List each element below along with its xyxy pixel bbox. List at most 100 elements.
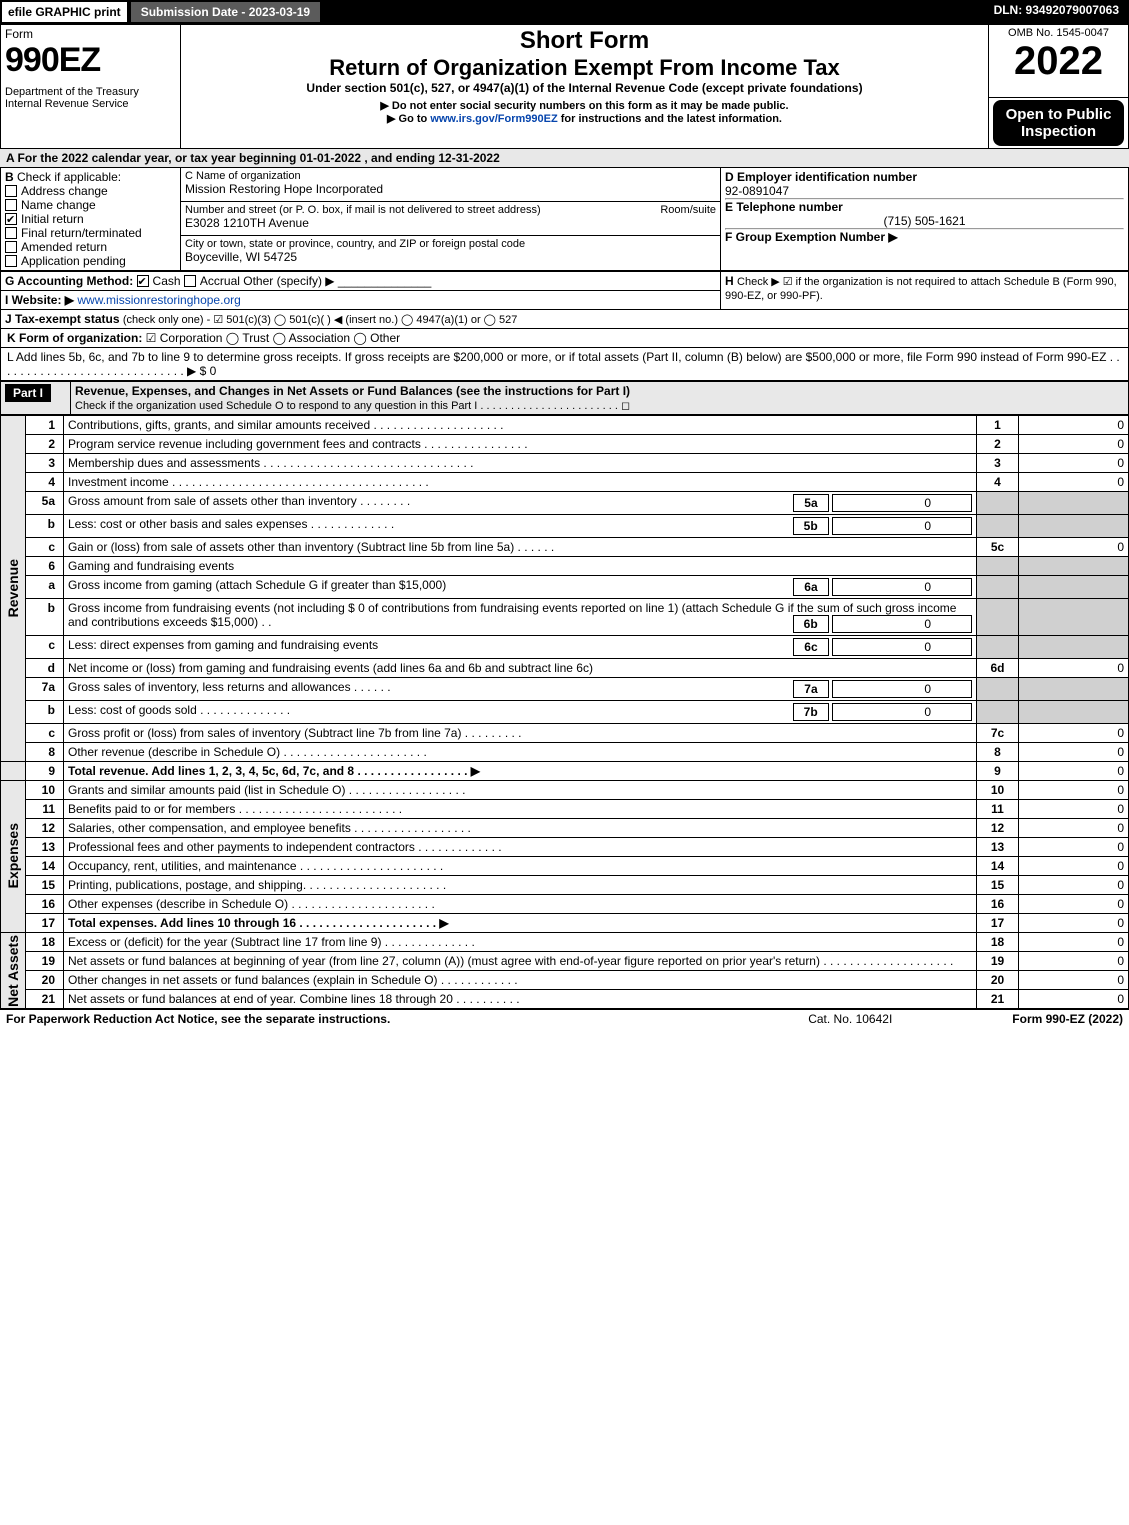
irs-link[interactable]: www.irs.gov/Form990EZ — [430, 113, 557, 125]
netassets-side-label: Net Assets — [5, 935, 21, 1007]
row-19-val: 0 — [1019, 951, 1129, 970]
note-ssn: ▶ Do not enter social security numbers o… — [185, 99, 984, 112]
row-5c-desc: Gain or (loss) from sale of assets other… — [64, 537, 977, 556]
row-6d-desc: Net income or (loss) from gaming and fun… — [64, 658, 977, 677]
row-10-desc: Grants and similar amounts paid (list in… — [64, 780, 977, 799]
row-12-num: 12 — [26, 818, 64, 837]
row-20-box: 20 — [977, 970, 1019, 989]
title-short-form: Short Form — [185, 27, 984, 55]
row-3-box: 3 — [977, 453, 1019, 472]
omb-label: OMB No. 1545-0047 — [993, 27, 1124, 39]
row-12-desc: Salaries, other compensation, and employ… — [64, 818, 977, 837]
row-5b-num: b — [26, 514, 64, 537]
row-6c-desc: Less: direct expenses from gaming and fu… — [68, 638, 378, 652]
row-6c-sub: 6c — [793, 638, 828, 656]
row-7a-sub: 7a — [793, 680, 828, 698]
row-10-box: 10 — [977, 780, 1019, 799]
row-1-num: 1 — [26, 415, 64, 434]
info-table: B Check if applicable: Address change Na… — [0, 167, 1129, 271]
row-11-desc: Benefits paid to or for members . . . . … — [64, 799, 977, 818]
revenue-side-label: Revenue — [5, 559, 21, 617]
org-name: Mission Restoring Hope Incorporated — [185, 182, 716, 196]
row-7b-subval: 0 — [832, 703, 972, 721]
top-bar: efile GRAPHIC print Submission Date - 20… — [0, 0, 1129, 24]
cell-grey — [977, 491, 1019, 514]
lbl-application-pending: Application pending — [21, 254, 126, 268]
row-14-val: 0 — [1019, 856, 1129, 875]
row-10-num: 10 — [26, 780, 64, 799]
row-17-num: 17 — [26, 913, 64, 932]
row-6a-subval: 0 — [832, 578, 972, 596]
row-5a-num: 5a — [26, 491, 64, 514]
chk-initial-return[interactable] — [5, 213, 17, 225]
row-19-box: 19 — [977, 951, 1019, 970]
row-13-val: 0 — [1019, 837, 1129, 856]
row-7c-val: 0 — [1019, 723, 1129, 742]
row-13-num: 13 — [26, 837, 64, 856]
row-13-box: 13 — [977, 837, 1019, 856]
part1-header: Part I Revenue, Expenses, and Changes in… — [0, 381, 1129, 415]
row-21-val: 0 — [1019, 990, 1129, 1009]
j-text: (check only one) - ☑ 501(c)(3) ◯ 501(c)(… — [123, 314, 518, 326]
row-7b-desc: Less: cost of goods sold . . . . . . . .… — [68, 703, 290, 717]
row-15-num: 15 — [26, 875, 64, 894]
row-7c-desc: Gross profit or (loss) from sales of inv… — [64, 723, 977, 742]
row-7a-subval: 0 — [832, 680, 972, 698]
chk-accrual[interactable] — [184, 275, 196, 287]
row-15-box: 15 — [977, 875, 1019, 894]
h-label: H — [725, 274, 734, 288]
efile-label[interactable]: efile GRAPHIC print — [0, 0, 129, 24]
row-16-box: 16 — [977, 894, 1019, 913]
chk-name-change[interactable] — [5, 199, 17, 211]
row-8-val: 0 — [1019, 742, 1129, 761]
section-a: A For the 2022 calendar year, or tax yea… — [0, 149, 1129, 167]
row-6c-num: c — [26, 635, 64, 658]
lbl-name-change: Name change — [21, 198, 96, 212]
row-6b-subval: 0 — [832, 615, 972, 633]
i-label: I Website: ▶ — [5, 293, 74, 307]
row-3-desc: Membership dues and assessments . . . . … — [64, 453, 977, 472]
org-city: Boyceville, WI 54725 — [185, 250, 716, 264]
row-7a-desc: Gross sales of inventory, less returns a… — [68, 680, 391, 694]
ein-value: 92-0891047 — [725, 184, 789, 198]
footer: For Paperwork Reduction Act Notice, see … — [0, 1009, 1129, 1028]
row-15-desc: Printing, publications, postage, and shi… — [64, 875, 977, 894]
row-5c-val: 0 — [1019, 537, 1129, 556]
row-7b-num: b — [26, 700, 64, 723]
chk-amended-return[interactable] — [5, 241, 17, 253]
row-14-num: 14 — [26, 856, 64, 875]
row-8-desc: Other revenue (describe in Schedule O) .… — [64, 742, 977, 761]
tax-year: 2022 — [993, 39, 1124, 84]
l-row: L Add lines 5b, 6c, and 7b to line 9 to … — [0, 348, 1129, 381]
chk-final-return[interactable] — [5, 227, 17, 239]
dept-label: Department of the Treasury Internal Reve… — [5, 86, 176, 110]
row-9-desc: Total revenue. Add lines 1, 2, 3, 4, 5c,… — [68, 764, 480, 778]
row-16-num: 16 — [26, 894, 64, 913]
row-5c-num: c — [26, 537, 64, 556]
row-15-val: 0 — [1019, 875, 1129, 894]
row-6a-desc: Gross income from gaming (attach Schedul… — [68, 578, 446, 592]
form-code: 990EZ — [5, 41, 176, 80]
chk-address-change[interactable] — [5, 185, 17, 197]
h-text: Check ▶ ☑ if the organization is not req… — [725, 276, 1117, 302]
chk-application-pending[interactable] — [5, 255, 17, 267]
e-label: E Telephone number — [725, 200, 843, 214]
row-17-desc: Total expenses. Add lines 10 through 16 … — [68, 916, 449, 930]
chk-cash[interactable] — [137, 275, 149, 287]
row-12-val: 0 — [1019, 818, 1129, 837]
row-7c-box: 7c — [977, 723, 1019, 742]
row-5c-box: 5c — [977, 537, 1019, 556]
row-6-desc: Gaming and fundraising events — [64, 556, 977, 575]
row-4-desc: Investment income . . . . . . . . . . . … — [64, 472, 977, 491]
part1-badge: Part I — [5, 384, 51, 402]
row-1-box: 1 — [977, 415, 1019, 434]
row-17-val: 0 — [1019, 913, 1129, 932]
lbl-address-change: Address change — [21, 184, 108, 198]
c-name-label: C Name of organization — [185, 170, 716, 182]
row-2-val: 0 — [1019, 434, 1129, 453]
website-link[interactable]: www.missionrestoringhope.org — [77, 293, 240, 307]
row-4-num: 4 — [26, 472, 64, 491]
cell-grey — [1019, 491, 1129, 514]
row-7b-sub: 7b — [793, 703, 829, 721]
row-7a-num: 7a — [26, 677, 64, 700]
